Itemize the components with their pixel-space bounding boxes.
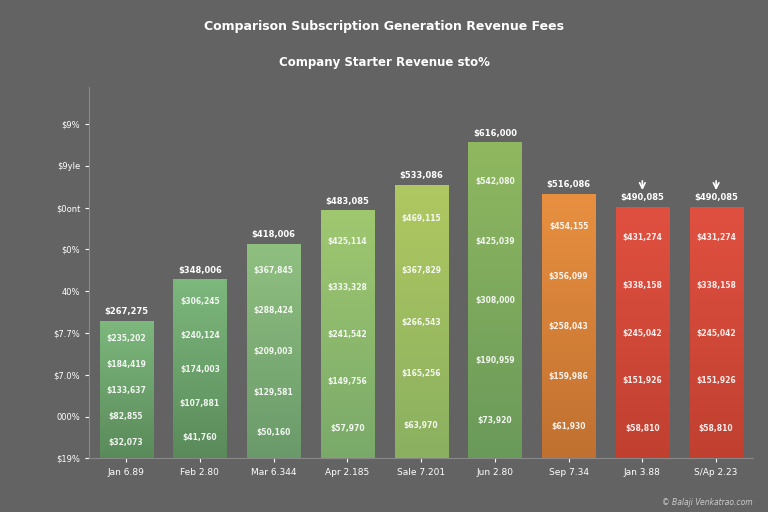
Text: $267,275: $267,275: [104, 307, 148, 316]
Text: $184,419: $184,419: [106, 359, 146, 369]
Text: $129,581: $129,581: [253, 388, 293, 397]
Text: $490,085: $490,085: [694, 193, 738, 202]
Text: Company Starter Revenue sto%: Company Starter Revenue sto%: [279, 56, 489, 69]
Text: $41,760: $41,760: [183, 433, 217, 442]
Text: $266,543: $266,543: [401, 317, 441, 327]
Text: $235,202: $235,202: [106, 334, 146, 343]
Text: $333,328: $333,328: [327, 284, 367, 292]
Text: $454,155: $454,155: [549, 222, 588, 231]
Text: $308,000: $308,000: [475, 296, 515, 306]
Text: $616,000: $616,000: [473, 129, 517, 138]
Text: $61,930: $61,930: [551, 422, 586, 431]
Text: $165,256: $165,256: [402, 370, 441, 378]
Text: $190,959: $190,959: [475, 356, 515, 366]
Text: $107,881: $107,881: [180, 399, 220, 408]
Text: $209,003: $209,003: [253, 347, 293, 356]
Text: $82,855: $82,855: [109, 412, 144, 421]
Text: $133,637: $133,637: [106, 386, 146, 395]
Text: $338,158: $338,158: [696, 281, 736, 290]
Text: $483,085: $483,085: [326, 197, 369, 206]
Text: $58,810: $58,810: [625, 424, 660, 433]
Text: $490,085: $490,085: [621, 193, 664, 202]
Text: $159,986: $159,986: [548, 372, 588, 381]
Text: $367,845: $367,845: [253, 266, 293, 275]
Text: $50,160: $50,160: [257, 429, 291, 437]
Text: $241,542: $241,542: [327, 330, 367, 339]
Text: $431,274: $431,274: [622, 233, 662, 242]
Text: $73,920: $73,920: [478, 416, 512, 425]
Text: $516,086: $516,086: [547, 180, 591, 189]
Text: $418,006: $418,006: [252, 230, 296, 239]
Text: $174,003: $174,003: [180, 365, 220, 374]
Text: $63,970: $63,970: [404, 421, 439, 430]
Text: $151,926: $151,926: [623, 376, 662, 385]
Text: $533,086: $533,086: [399, 171, 443, 180]
Text: $338,158: $338,158: [622, 281, 662, 290]
Text: $356,099: $356,099: [549, 272, 588, 281]
Text: $151,926: $151,926: [697, 376, 736, 385]
Text: $425,039: $425,039: [475, 237, 515, 246]
Text: $245,042: $245,042: [697, 329, 736, 337]
Text: $431,274: $431,274: [696, 233, 736, 242]
Text: $57,970: $57,970: [330, 424, 365, 433]
Text: $258,043: $258,043: [548, 322, 588, 331]
Text: $240,124: $240,124: [180, 331, 220, 340]
Text: © Balaji Venkatrao.com: © Balaji Venkatrao.com: [662, 498, 753, 507]
Text: $367,829: $367,829: [401, 266, 441, 275]
Text: Comparison Subscription Generation Revenue Fees: Comparison Subscription Generation Reven…: [204, 20, 564, 33]
Text: $425,114: $425,114: [327, 237, 367, 246]
Text: $469,115: $469,115: [401, 214, 441, 223]
Text: $149,756: $149,756: [327, 377, 367, 387]
Text: $245,042: $245,042: [623, 329, 662, 337]
Text: $348,006: $348,006: [178, 266, 222, 275]
Text: $32,073: $32,073: [109, 438, 144, 446]
Text: $58,810: $58,810: [699, 424, 733, 433]
Text: $306,245: $306,245: [180, 297, 220, 306]
Text: $542,080: $542,080: [475, 177, 515, 186]
Text: $288,424: $288,424: [253, 307, 293, 315]
